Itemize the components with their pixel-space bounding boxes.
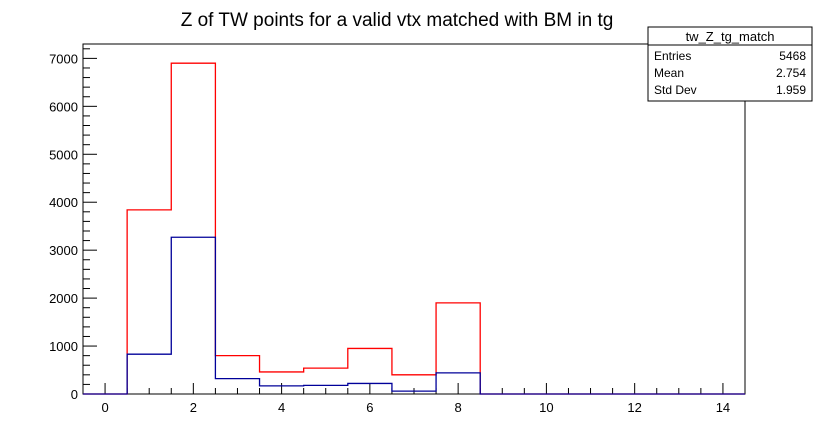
stats-stddev-label: Std Dev: [654, 83, 697, 97]
stats-mean-label: Mean: [654, 66, 684, 80]
stats-mean-value: 2.754: [776, 66, 806, 80]
x-tick-label: 12: [627, 400, 641, 415]
stats-stddev-value: 1.959: [776, 83, 806, 97]
x-tick-label: 10: [539, 400, 553, 415]
y-tick-label: 0: [71, 387, 78, 402]
histogram-series-1: [83, 62, 745, 395]
x-axis: 0 2 4 6 8 10 12 14: [82, 383, 746, 415]
x-tick-label: 6: [366, 400, 373, 415]
y-tick-label: 7000: [49, 51, 78, 66]
y-tick-label: 4000: [49, 195, 78, 210]
stats-box: tw_Z_tg_match Entries 5468 Mean 2.754 St…: [647, 26, 813, 102]
x-tick-label: 2: [190, 400, 197, 415]
plot-frame: [82, 43, 746, 395]
y-tick-label: 6000: [49, 99, 78, 114]
x-tick-label: 4: [278, 400, 285, 415]
y-tick-label: 1000: [49, 339, 78, 354]
histogram-series-2: [83, 236, 745, 395]
x-tick-label: 8: [455, 400, 462, 415]
series-layer: [83, 62, 745, 395]
stats-box-frame: [647, 26, 813, 102]
stats-entries-label: Entries: [654, 49, 691, 63]
stats-entries-value: 5468: [779, 49, 806, 63]
x-tick-label: 0: [101, 400, 108, 415]
stats-box-title: tw_Z_tg_match: [686, 29, 775, 44]
y-tick-label: 3000: [49, 243, 78, 258]
y-tick-label: 5000: [49, 147, 78, 162]
x-tick-label: 14: [716, 400, 730, 415]
chart-title: Z of TW points for a valid vtx matched w…: [181, 10, 614, 31]
y-axis: 0 1000 2000 3000 4000 5000 6000 7000: [49, 48, 97, 402]
y-tick-label: 2000: [49, 291, 78, 306]
